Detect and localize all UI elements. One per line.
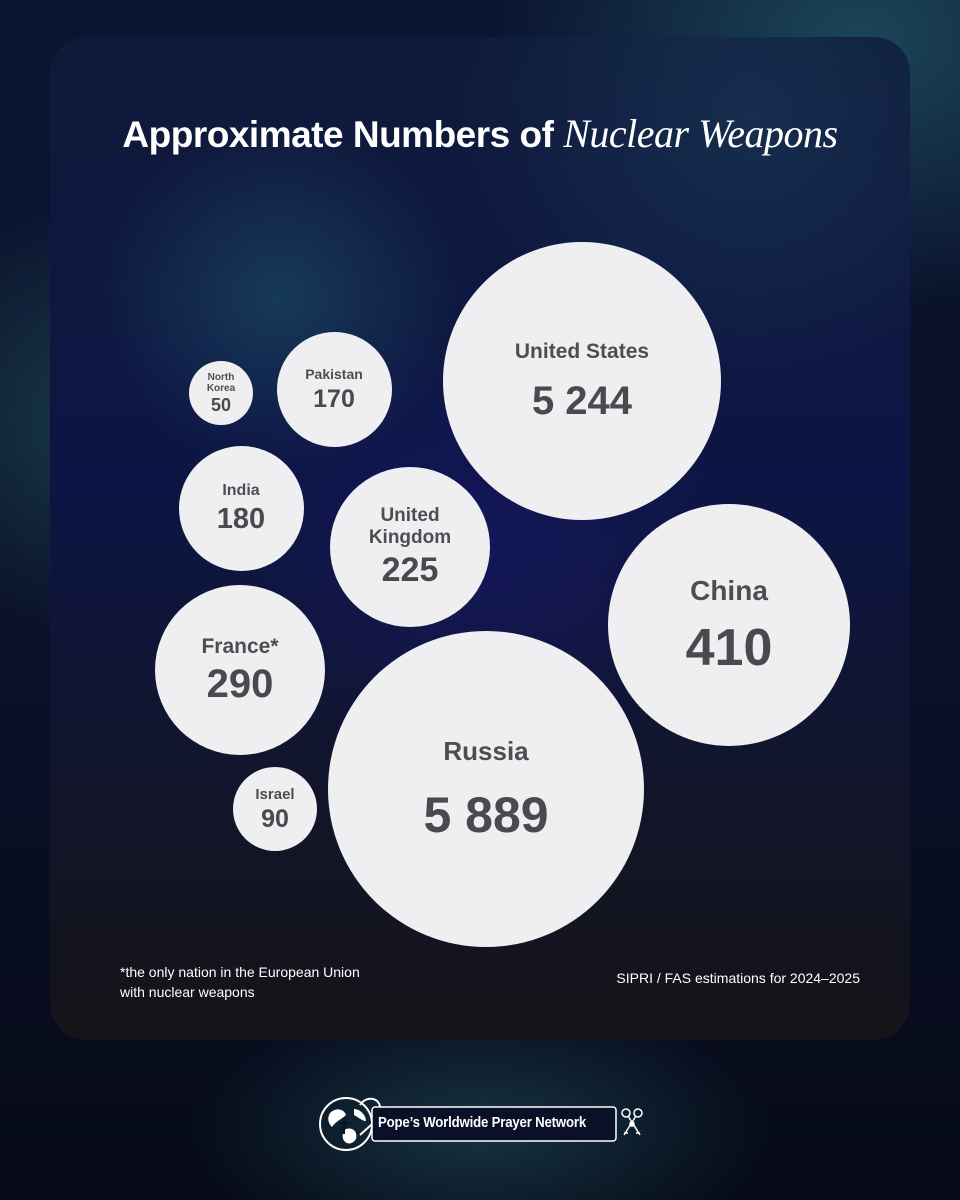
chart-title-main: Approximate Numbers of	[122, 114, 554, 155]
bubble-value-label: 410	[685, 618, 773, 677]
bubble-country-label: France*	[201, 634, 279, 658]
bubble-value-label: 225	[381, 551, 439, 589]
brand-name: Pope’s Worldwide Prayer Network	[378, 1114, 587, 1131]
bubble-country-label: India	[222, 481, 260, 499]
bubble-value-label: 50	[210, 394, 232, 415]
bubble-country-label: Pakistan	[305, 365, 363, 382]
source-note: SIPRI / FAS estimations for 2024–2025	[616, 970, 860, 986]
globe-heart-cross-icon	[319, 1097, 382, 1151]
bubble-united-kingdom: United Kingdom 225	[330, 467, 490, 627]
bubble-value-label: 5 889	[423, 786, 549, 843]
bubble-pakistan: Pakistan 170	[276, 331, 392, 447]
bubble-value-label: 5 244	[531, 379, 633, 424]
bubble-india: India 180	[178, 445, 304, 571]
bubble-value-label: 170	[313, 384, 355, 413]
brand-logo	[319, 1097, 643, 1151]
bubble-country-label: United Kingdom	[368, 505, 452, 549]
bubble-north-korea: North Korea 50	[189, 361, 253, 425]
bubble-value-label: 180	[216, 502, 266, 535]
chart-title-emphasis: Nuclear Weapons	[563, 111, 838, 156]
bubble-value-label: 290	[206, 662, 274, 707]
bubble-country-label: North Korea	[206, 371, 236, 395]
bubble-france: France* 290	[155, 585, 325, 755]
bubble-country-label: Israel	[255, 786, 295, 804]
bubble-country-label: United States	[514, 339, 650, 363]
bubble-country-label: Russia	[443, 735, 529, 766]
bubble-country-label: China	[690, 574, 768, 606]
bubble-value-label: 90	[261, 804, 289, 833]
bubble-israel: Israel 90	[233, 767, 317, 851]
papal-keys-icon	[621, 1108, 643, 1136]
footnote: *the only nation in the European Union w…	[120, 964, 360, 1000]
bubble-united-states: United States 5 244	[443, 242, 721, 520]
chart-title: Approximate Numbers of Nuclear Weapons	[0, 110, 960, 157]
bubble-china: China 410	[608, 504, 850, 746]
bubble-russia: Russia 5 889	[328, 631, 644, 947]
